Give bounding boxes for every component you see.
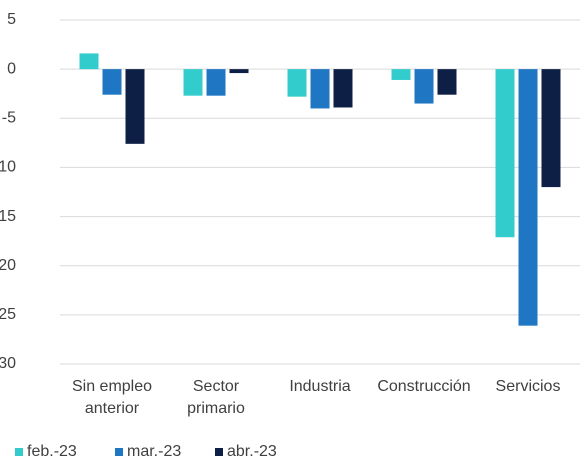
x-tick-label: Sector primario bbox=[187, 378, 245, 417]
bar bbox=[541, 69, 561, 188]
bar bbox=[206, 69, 226, 96]
x-tick-label: Servicios bbox=[496, 378, 561, 395]
y-tick-label: -5 bbox=[2, 110, 16, 127]
bar bbox=[125, 69, 145, 144]
legend-swatch bbox=[115, 448, 123, 456]
y-tick-label: -25 bbox=[0, 306, 16, 323]
bar bbox=[229, 69, 249, 74]
legend-swatch bbox=[15, 448, 23, 456]
legend-label: abr.-23 bbox=[227, 443, 277, 459]
bar bbox=[79, 53, 99, 70]
y-tick-label: -10 bbox=[0, 159, 16, 176]
bar bbox=[495, 69, 515, 238]
legend-swatch bbox=[215, 448, 223, 456]
x-tick-label: Industria bbox=[289, 378, 350, 395]
bar bbox=[102, 69, 122, 95]
y-tick-label: 0 bbox=[7, 60, 16, 77]
y-tick-label: -30 bbox=[0, 355, 16, 372]
x-tick-label: Construcción bbox=[377, 378, 470, 395]
bar bbox=[183, 69, 203, 96]
bar bbox=[391, 69, 411, 80]
bar bbox=[287, 69, 307, 97]
x-tick-label: Sin empleo anterior bbox=[72, 378, 152, 417]
y-tick-label: -15 bbox=[0, 208, 16, 225]
bar bbox=[333, 69, 353, 108]
legend-label: mar.-23 bbox=[127, 443, 181, 459]
bar bbox=[414, 69, 434, 104]
bar bbox=[518, 69, 538, 326]
bar bbox=[310, 69, 330, 109]
y-tick-label: -20 bbox=[0, 257, 16, 274]
bar bbox=[437, 69, 457, 95]
legend-label: feb.-23 bbox=[27, 443, 77, 459]
y-tick-label: 5 bbox=[7, 11, 16, 28]
